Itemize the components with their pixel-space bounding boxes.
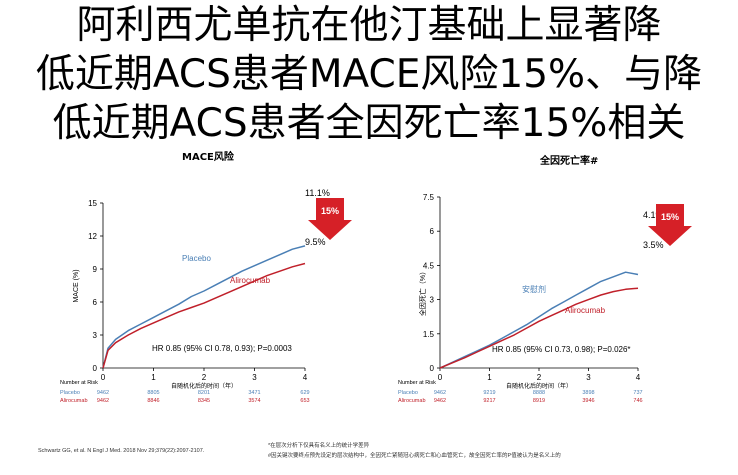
chart1-x-tick-label: 1 — [151, 373, 156, 382]
chart2-at-risk-value: 746 — [633, 398, 642, 404]
citation: Schwartz GG, et al. N Engl J Med. 2018 N… — [38, 448, 205, 454]
chart1-y-tick-label: 3 — [93, 331, 98, 340]
chart2-y-tick-label: 7.5 — [423, 193, 435, 202]
chart2-y-tick-label: 3 — [430, 296, 435, 305]
slide-title-line-2: 低近期ACS患者MACE风险15%、与降 — [35, 52, 703, 97]
chart1-at-risk-value: 3471 — [248, 390, 260, 396]
chart2-series-line-2 — [439, 287, 639, 369]
chart2-end-label-2: 3.5% — [643, 240, 664, 250]
chart1-x-tick-label: 3 — [252, 373, 257, 382]
chart2-x-tick-label: 0 — [438, 373, 443, 382]
chart2-at-risk-value: 9219 — [483, 390, 495, 396]
chart2-at-risk-value: 3946 — [582, 398, 594, 404]
chart1-at-risk-value: 8345 — [198, 398, 210, 404]
chart2-x-axis-label: 自随机化后的时间（年） — [506, 382, 572, 390]
chart2-at-risk-header: Number at Risk — [398, 380, 436, 386]
chart1-at-risk-value: 8201 — [198, 390, 210, 396]
chart-right-title: 全因死亡率# — [540, 156, 599, 167]
chart2-end-label-1: 4.1% — [643, 210, 664, 220]
chart1-reduction-arrow-icon — [308, 198, 352, 240]
chart2-series-line-1 — [439, 271, 639, 369]
chart1-y-tick-label: 0 — [93, 364, 98, 373]
chart1-at-risk-value: 9462 — [97, 390, 109, 396]
chart1-at-risk-value: 3574 — [248, 398, 260, 404]
chart2-x-tick-label: 2 — [537, 373, 542, 382]
chart2-at-risk-value: 8888 — [533, 390, 545, 396]
chart2-at-risk-row-label: Alirocumab — [398, 398, 426, 404]
chart2-at-risk-value: 9217 — [483, 398, 495, 404]
chart1-at-risk-value: 629 — [300, 390, 309, 396]
chart2-y-tick-label: 6 — [430, 227, 435, 236]
chart2-at-risk-value: 3898 — [582, 390, 594, 396]
chart2-at-risk-value: 8919 — [533, 398, 545, 404]
chart1-at-risk-row-label: Alirocumab — [60, 398, 88, 404]
chart1-hr-text: HR 0.85 (95% CI 0.78, 0.93); P=0.0003 — [152, 344, 292, 353]
chart2-y-tick-label: 0 — [430, 364, 435, 373]
chart1-at-risk-value: 653 — [300, 398, 309, 404]
chart1-x-tick-label: 4 — [303, 373, 308, 382]
chart1-y-tick-label: 9 — [93, 265, 98, 274]
chart1-at-risk-header: Number at Risk — [60, 380, 98, 386]
chart1-at-risk-value: 9462 — [97, 398, 109, 404]
chart-left-title: MACE风险 — [182, 152, 234, 163]
chart2-hr-text: HR 0.85 (95% CI 0.73, 0.98); P=0.026* — [492, 345, 631, 354]
chart1-x-axis-label: 自随机化后的时间（年） — [171, 382, 237, 390]
chart1-at-risk-row-label: Placebo — [60, 390, 80, 396]
chart2-x-tick-label: 3 — [586, 373, 591, 382]
chart1-series-label-1: Placebo — [182, 254, 211, 263]
footnote-2: #因关键次要终点预先设定的层次结构中，全因死亡紧随冠心病死亡和心血管死亡，故全因… — [268, 453, 561, 459]
chart1-y-tick-label: 6 — [93, 298, 98, 307]
chart2-at-risk-value: 9462 — [434, 398, 446, 404]
chart2-reduction-badge-label: 15% — [661, 212, 679, 222]
chart1-at-risk-value: 8805 — [147, 390, 159, 396]
chart2-series-label-1: 安慰剂 — [522, 284, 546, 294]
chart1-at-risk-value: 8846 — [147, 398, 159, 404]
chart2-at-risk-row-label: Placebo — [398, 390, 418, 396]
chart2-x-tick-label: 4 — [636, 373, 641, 382]
chart1-y-tick-label: 15 — [88, 199, 97, 208]
chart1-reduction-badge-label: 15% — [321, 206, 339, 216]
chart1-x-tick-label: 0 — [101, 373, 106, 382]
chart1-y-axis-label: MACE (%) — [73, 269, 80, 302]
chart1-x-tick-label: 2 — [202, 373, 207, 382]
slide-title-line-3: 低近期ACS患者全因死亡率15%相关 — [52, 101, 686, 146]
chart2-y-axis-label: 全因死亡（%） — [418, 268, 427, 316]
chart2-at-risk-value: 737 — [633, 390, 642, 396]
chart2-reduction-arrow-icon — [648, 204, 692, 246]
chart2-y-tick-label: 4.5 — [423, 261, 435, 270]
chart1-end-label-2: 9.5% — [305, 237, 326, 247]
chart1-series-line-2 — [102, 262, 306, 369]
chart2-series-label-2: Alirocumab — [565, 306, 606, 315]
chart1-series-label-2: Alirocumab — [230, 276, 271, 285]
chart2-x-tick-label: 1 — [487, 373, 492, 382]
chart1-end-label-1: 11.1% — [305, 188, 330, 198]
chart1-series-line-1 — [102, 245, 306, 369]
chart2-y-tick-label: 1.5 — [423, 330, 435, 339]
slide-title-line-1: 阿利西尤单抗在他汀基础上显著降 — [76, 3, 662, 48]
chart1-y-tick-label: 12 — [88, 232, 97, 241]
footnote-1: *在层次分析下仅具有名义上的统计学差异 — [268, 443, 370, 449]
chart2-at-risk-value: 9462 — [434, 390, 446, 396]
